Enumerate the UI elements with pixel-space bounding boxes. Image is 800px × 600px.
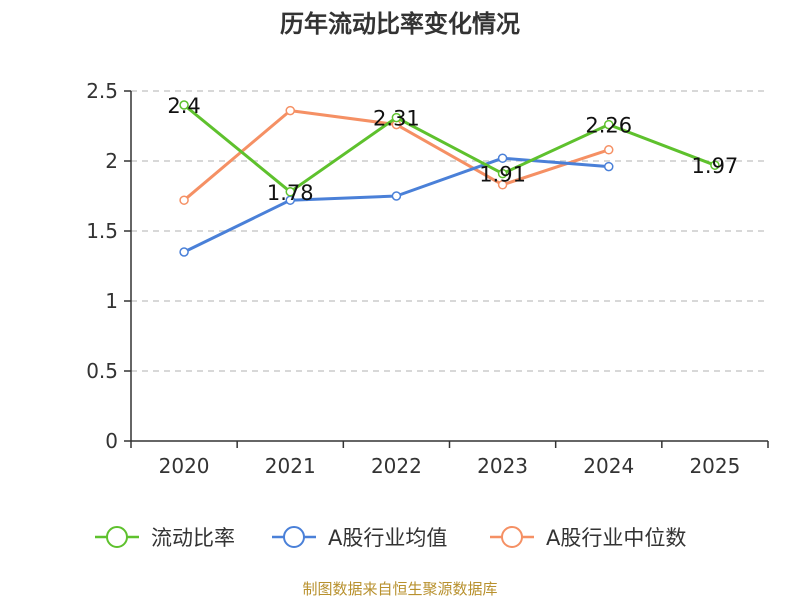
x-tick-label: 2024 (583, 454, 634, 478)
data-labels: 2.4 1.78 2.31 1.91 2.26 1.97 (167, 94, 738, 205)
y-tick-label: 1.5 (86, 219, 118, 243)
legend-marker (501, 526, 523, 548)
data-label: 1.91 (479, 163, 526, 187)
x-tick-label: 2023 (477, 454, 528, 478)
y-tick-label: 2 (105, 149, 118, 173)
y-tick-label: 0 (105, 429, 118, 453)
legend-label: 流动比率 (151, 526, 235, 550)
data-point (710, 160, 720, 170)
data-point (391, 112, 402, 123)
grid (131, 90, 768, 372)
data-point (604, 161, 614, 172)
data-point (604, 145, 614, 155)
data-label: 1.78 (267, 181, 314, 205)
y-tick-label: 2.5 (86, 79, 118, 103)
y-tick-label: 0.5 (86, 359, 118, 383)
chart-title: 历年流动比率变化情况 (280, 10, 520, 38)
x-tick-label: 2021 (265, 454, 316, 478)
data-point (497, 180, 508, 190)
data-point (179, 100, 189, 110)
legend: 流动比率 A股行业均值 A股行业中位数 (95, 526, 686, 550)
data-point (179, 195, 189, 205)
series-line (183, 103, 716, 194)
axes: 0 0.5 1 1.5 2 2.5 2020 2021 2022 2023 2024 2025 (86, 79, 769, 478)
legend-label: A股行业中位数 (546, 526, 686, 550)
data-point (285, 187, 295, 197)
y-tick-label: 1 (105, 289, 118, 313)
legend-marker (283, 526, 305, 548)
data-point (179, 247, 189, 257)
x-tick-label: 2025 (689, 454, 740, 478)
data-point (497, 153, 508, 163)
series-group (179, 100, 720, 257)
data-point (285, 105, 295, 116)
x-tick-label: 2022 (371, 454, 422, 478)
legend-label: A股行业均值 (328, 526, 447, 550)
x-tick-label: 2020 (159, 454, 210, 478)
data-label: 2.26 (585, 114, 632, 138)
data-label: 2.4 (167, 94, 200, 118)
data-point (497, 168, 508, 179)
source-note: 制图数据来自恒生聚源数据库 (302, 580, 498, 598)
data-label: 2.31 (373, 107, 420, 131)
data-label: 1.97 (692, 154, 739, 178)
data-point (391, 191, 402, 201)
data-point (604, 119, 614, 130)
legend-marker (106, 526, 128, 548)
